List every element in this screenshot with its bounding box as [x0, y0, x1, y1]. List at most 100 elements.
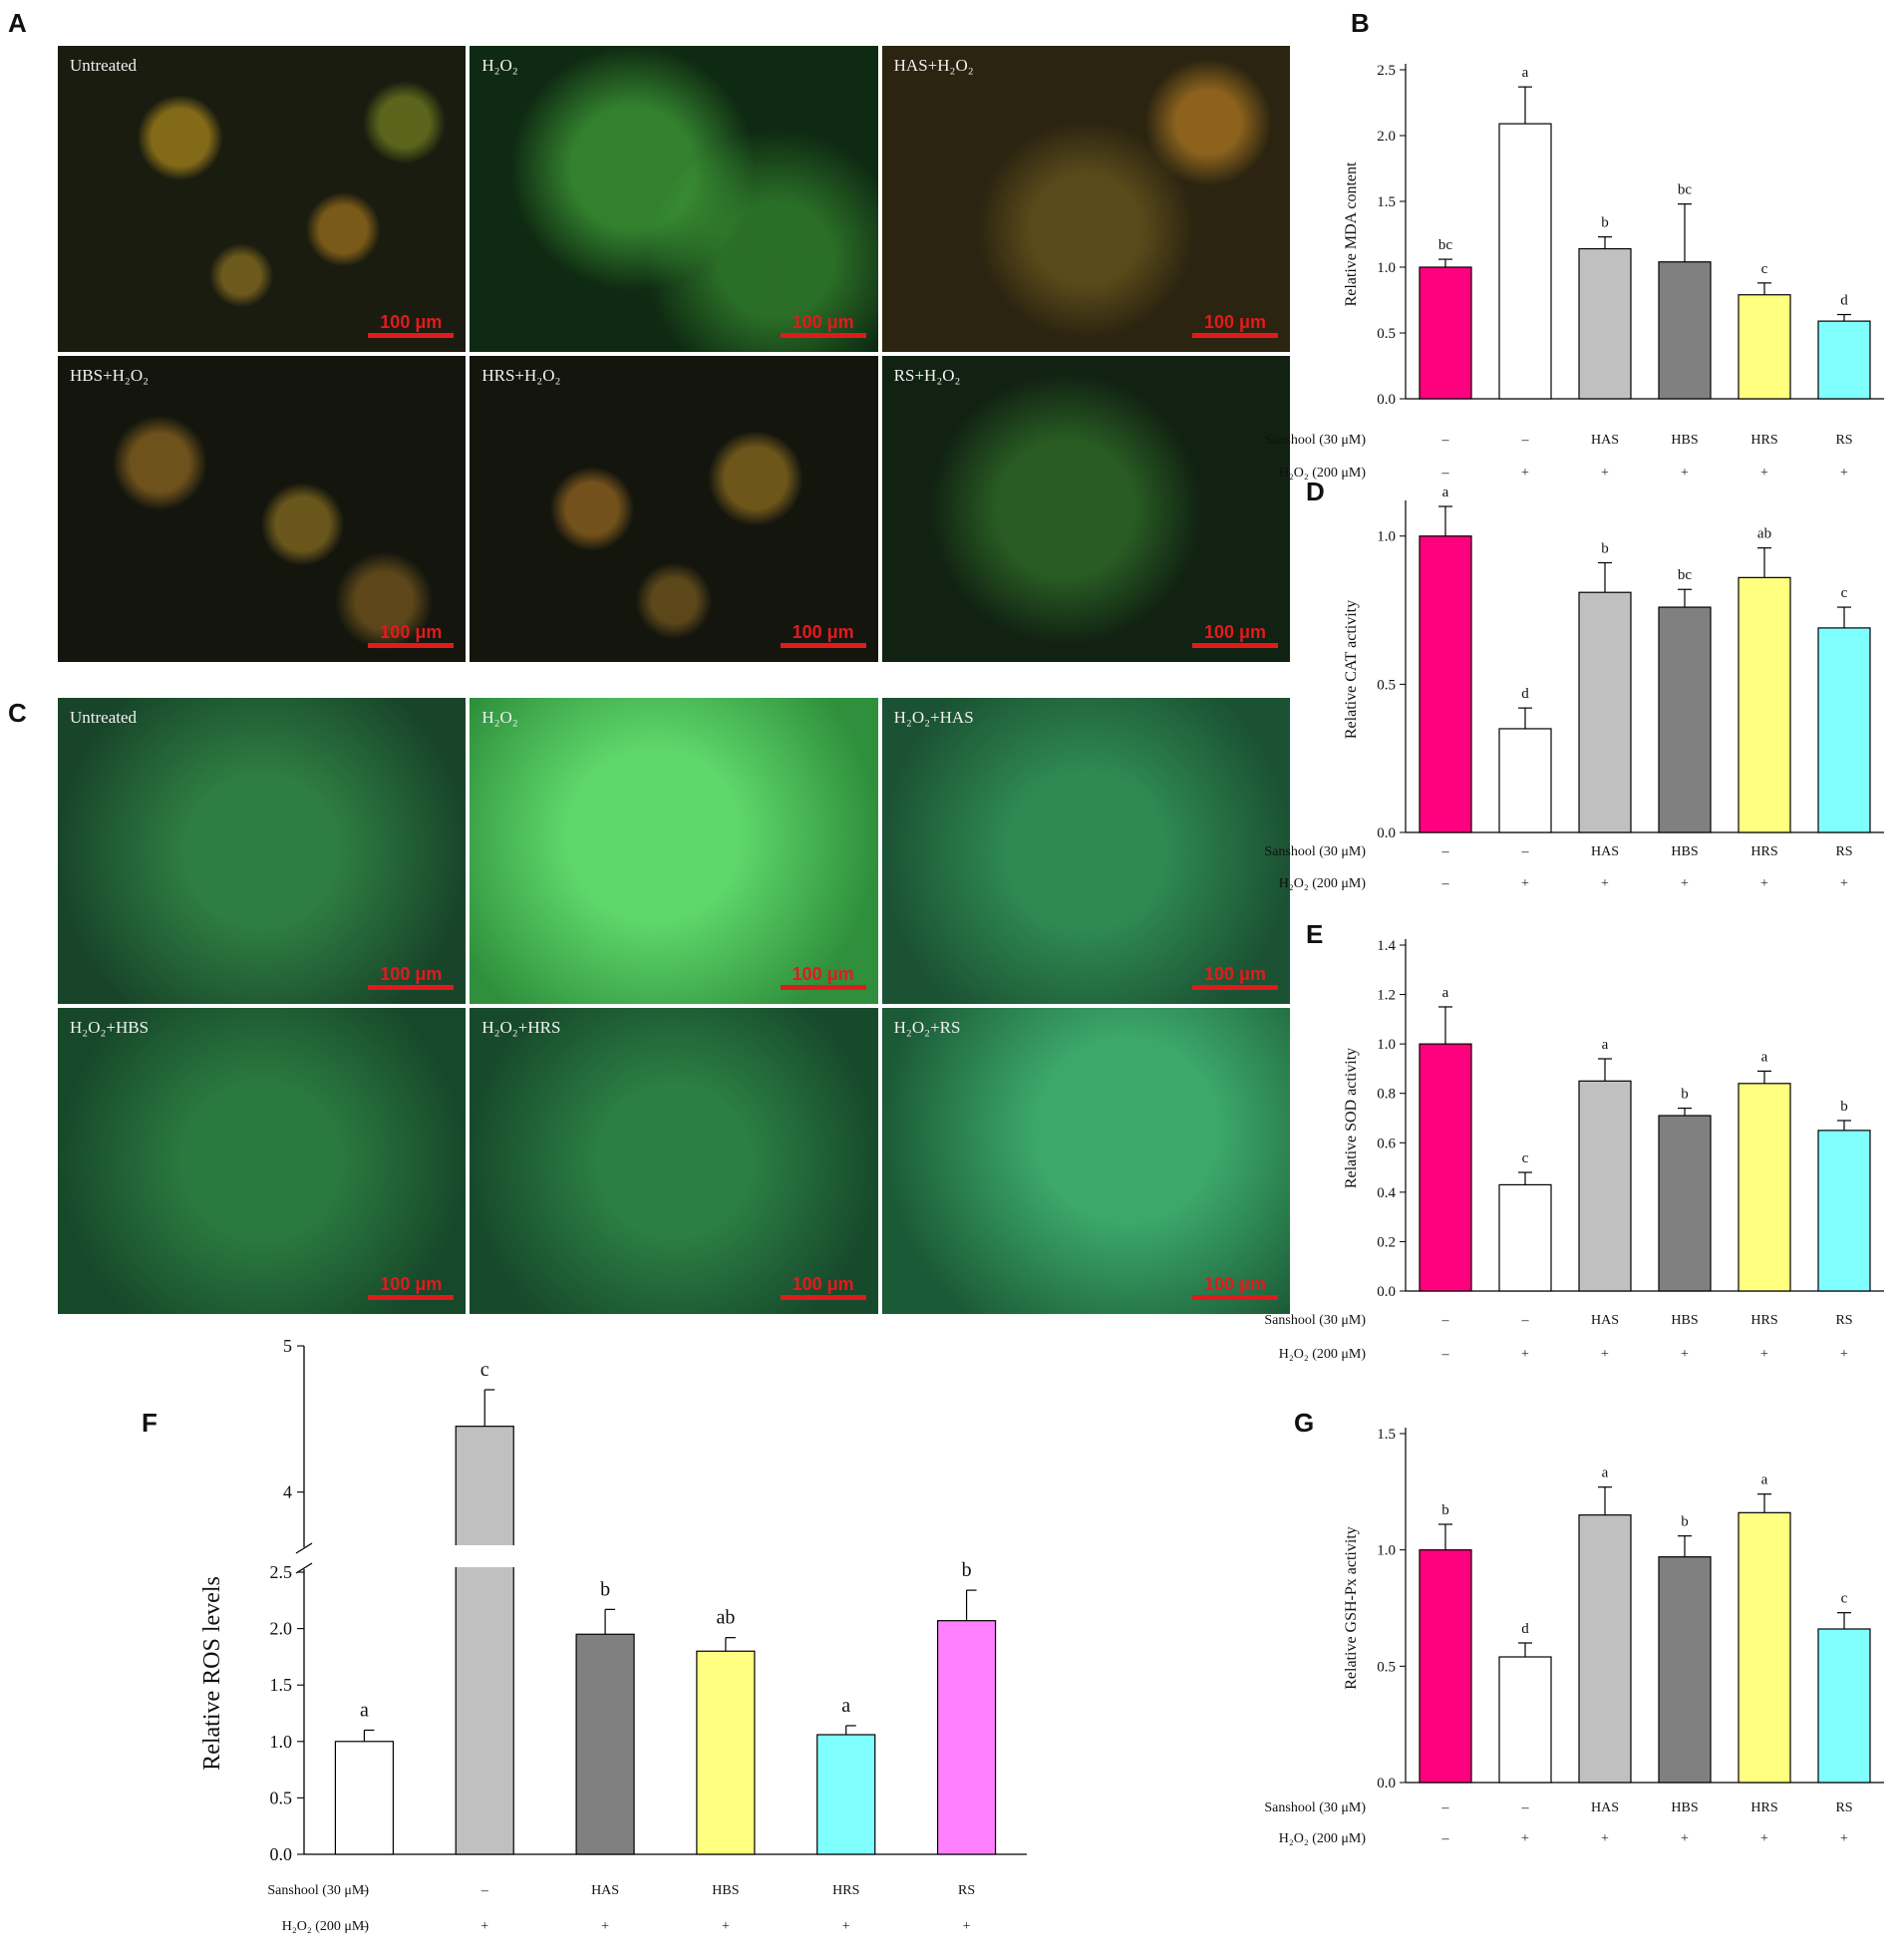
bar-2 — [1578, 247, 1632, 400]
significance-letter-2: a — [1602, 1037, 1609, 1053]
significance-letter-0: a — [1442, 485, 1449, 500]
panel-letter-c: C — [8, 698, 27, 728]
chart-g-gshpx: 0.0 0.5 1.0 1.5 Relative GSH-Px activity b – – d… — [1264, 1427, 1884, 1846]
h2o2-cell-5: + — [1840, 876, 1848, 891]
sanshool-cell-4: HRS — [1750, 1313, 1777, 1328]
sanshool-cell-1: – — [1521, 844, 1530, 859]
chart-d-cat: 0.0 0.5 1.0 Relative CAT activity a – – d – + b HAS… — [1264, 485, 1884, 891]
sanshool-cell-5: RS — [1835, 433, 1852, 448]
h2o2-cell-0: – — [1441, 1831, 1450, 1846]
sanshool-cell-4: HRS — [832, 1883, 859, 1898]
bar-0 — [334, 1741, 395, 1855]
h2o2-cell-5: + — [963, 1919, 971, 1934]
micrograph-c-h2o2: H₂O₂ 100 μm — [470, 698, 878, 1004]
sanshool-cell-4: HRS — [1750, 844, 1777, 859]
scale-bar-label: 100 μm — [1203, 312, 1267, 332]
sanshool-cell-3: HBS — [1671, 1800, 1698, 1815]
y-tick-label: 0.0 — [1377, 1776, 1396, 1791]
significance-letter-0: a — [1442, 985, 1449, 1001]
significance-letter-2: b — [600, 1578, 610, 1600]
bar-1 — [1498, 1656, 1552, 1784]
significance-letter-5: d — [1840, 293, 1848, 309]
sanshool-cell-0: – — [360, 1883, 369, 1898]
chart-f-ros: 0.0 0.5 1.0 1.5 2.0 2.5 4 5 Relative ROS levels a… — [199, 1336, 1027, 1934]
micrograph-label: RS+H₂O₂ — [893, 366, 961, 385]
scale-bar-label: 100 μm — [380, 1274, 443, 1294]
sanshool-cell-0: – — [1441, 844, 1450, 859]
bar-0 — [1419, 535, 1472, 833]
y-tick-label: 1.0 — [270, 1732, 293, 1752]
h2o2-cell-2: + — [601, 1919, 609, 1934]
sanshool-cell-4: HRS — [1750, 433, 1777, 448]
chart-e-sod: 0.0 0.2 0.4 0.6 0.8 1.0 1.2 1.4 Relative SOD act… — [1264, 938, 1884, 1362]
micrograph-label: HBS+H₂O₂ — [70, 366, 150, 385]
micrograph-c-has: H₂O₂+HAS 100 μm — [881, 698, 1290, 1004]
micrograph-c-hbs: H₂O₂+HBS 100 μm — [58, 1008, 467, 1314]
h2o2-cell-2: + — [1601, 466, 1609, 481]
bar-0 — [1419, 1549, 1472, 1784]
h2o2-cell-4: + — [1760, 876, 1768, 891]
scale-bar: 100 μm — [368, 1274, 455, 1300]
significance-letter-4: a — [841, 1695, 850, 1717]
panel-letter-g: G — [1294, 1408, 1315, 1438]
y-tick-label: 0.8 — [1377, 1087, 1396, 1103]
sanshool-cell-5: RS — [1835, 844, 1852, 859]
h2o2-cell-2: + — [1601, 1831, 1609, 1846]
y-axis-label: Relative MDA content — [1343, 162, 1360, 306]
y-tick-label: 1.5 — [1377, 1427, 1396, 1443]
h2o2-cell-5: + — [1840, 466, 1848, 481]
scale-bar-label: 100 μm — [792, 622, 854, 642]
sanshool-cell-0: – — [1441, 1800, 1450, 1815]
sanshool-cell-5: RS — [958, 1883, 975, 1898]
row-label-h2o2: H₂O₂ (200 μM) — [1279, 466, 1367, 481]
row-label-sanshool: Sanshool (30 μM) — [1264, 433, 1366, 448]
bar-0 — [1419, 1043, 1472, 1292]
scale-bar: 100 μm — [780, 965, 866, 990]
significance-letter-3: b — [1681, 1514, 1689, 1530]
significance-letter-1: d — [1521, 1621, 1529, 1637]
bar-5 — [1817, 1130, 1871, 1292]
y-tick-label: 2.0 — [270, 1619, 293, 1639]
h2o2-cell-3: + — [1681, 1347, 1689, 1362]
sanshool-cell-3: HBS — [1671, 433, 1698, 448]
significance-letter-3: bc — [1678, 567, 1693, 583]
y-tick-label: 0.5 — [1377, 1659, 1396, 1675]
row-label-sanshool: Sanshool (30 μM) — [1264, 1313, 1366, 1328]
micrograph-c-rs: H₂O₂+RS 100 μm — [881, 1008, 1290, 1314]
micrograph-grid-a: Untreated 100 μm H₂O₂ 100 μm HAS+H₂O₂ 100 μ… — [58, 46, 1290, 662]
significance-letter-0: bc — [1438, 237, 1453, 253]
sanshool-cell-0: – — [1441, 1313, 1450, 1328]
h2o2-cell-5: + — [1840, 1831, 1848, 1846]
micrograph-a-hrs: HRS+H₂O₂ 100 μm — [470, 356, 878, 662]
bar-4 — [1738, 576, 1791, 833]
y-axis-label: Relative SOD activity — [1343, 1048, 1360, 1188]
h2o2-cell-2: + — [1601, 876, 1609, 891]
bar-2 — [1578, 1514, 1632, 1784]
scale-bar: 100 μm — [780, 1275, 866, 1300]
y-tick-label: 0.5 — [270, 1788, 293, 1807]
h2o2-cell-3: + — [1681, 466, 1689, 481]
significance-letter-0: a — [360, 1699, 369, 1721]
sanshool-cell-2: HAS — [1591, 433, 1619, 448]
panel-letter-d: D — [1306, 477, 1325, 506]
y-tick-label: 1.0 — [1377, 260, 1396, 276]
significance-letter-4: a — [1761, 1049, 1768, 1065]
h2o2-cell-1: + — [1521, 876, 1529, 891]
sanshool-cell-3: HBS — [1671, 1313, 1698, 1328]
micrograph-label: H₂O₂ — [481, 56, 518, 75]
significance-letter-4: ab — [1757, 526, 1771, 542]
significance-letter-2: b — [1601, 540, 1609, 556]
sanshool-cell-1: – — [480, 1883, 489, 1898]
significance-letter-4: c — [1761, 261, 1768, 277]
y-tick-label: 2.5 — [270, 1562, 293, 1582]
micrograph-label: Untreated — [70, 56, 138, 75]
h2o2-cell-0: – — [360, 1919, 369, 1934]
micrograph-c-hrs: H₂O₂+HRS 100 μm — [470, 1008, 878, 1314]
sanshool-cell-0: – — [1441, 433, 1450, 448]
y-tick-label: 0.5 — [1377, 677, 1396, 693]
y-tick-label: 0.0 — [1377, 1284, 1396, 1300]
micrograph-c-untreated: Untreated 100 μm — [58, 698, 467, 1004]
h2o2-cell-1: + — [1521, 1347, 1529, 1362]
bar-5 — [1817, 627, 1871, 833]
